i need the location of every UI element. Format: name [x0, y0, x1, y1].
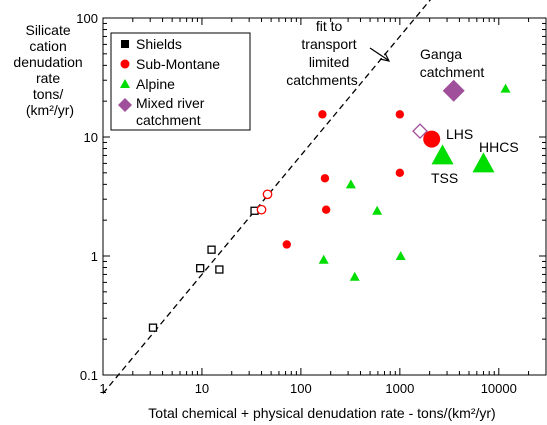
y-label-line-6: (km²/yr) — [26, 102, 74, 118]
legend-marker-mixed-river — [118, 98, 132, 112]
legend-box — [110, 32, 251, 131]
data-marks — [148, 79, 511, 332]
y-label-line-2: cation — [29, 38, 66, 54]
point-alpine — [318, 254, 329, 264]
fit-annotation-arrow — [369, 47, 391, 62]
fit-annotation: fit to transport limited catchments — [286, 18, 360, 88]
legend-label-sub-montane: Sub-Montane — [136, 56, 220, 72]
lhs-annotation: LHS — [446, 126, 473, 142]
point-alpine — [345, 179, 356, 189]
legend-marker-shields — [121, 40, 129, 48]
legend-label-mixed-river-2: catchment — [136, 112, 201, 128]
fit-annotation-line-4: catchments — [286, 72, 358, 88]
hhcs-annotation: HHCS — [479, 139, 519, 155]
ganga-annotation-line-2: catchment — [420, 64, 485, 80]
fit-line — [102, 0, 431, 394]
fit-annotation-line-3: limited — [309, 54, 349, 70]
point-sub-montane — [321, 205, 331, 214]
legend-marker-sub-montane — [120, 59, 130, 69]
y-tick-label: 10 — [84, 130, 98, 145]
point-sub-montane-open — [256, 204, 267, 215]
point-alpine — [395, 251, 406, 261]
point-ganga-catchment — [442, 79, 465, 102]
legend-label-shields: Shields — [136, 36, 182, 52]
y-tick-label: 100 — [76, 11, 98, 26]
point-shields — [207, 245, 216, 254]
point-alpine — [349, 271, 360, 281]
point-sub-montane — [395, 110, 405, 119]
x-tick-label: 1 — [99, 381, 106, 396]
x-tick-label: 10000 — [481, 381, 517, 396]
point-sub-montane — [395, 168, 405, 178]
ganga-annotation: Ganga catchment — [420, 46, 485, 80]
point-alpine — [372, 205, 383, 215]
ganga-annotation-line-1: Ganga — [420, 46, 462, 62]
legend-label-mixed-river: Mixed river — [136, 95, 205, 111]
point-lhs — [423, 130, 441, 148]
fit-line-dashed — [102, 0, 431, 394]
y-label-line-3: denudation — [13, 54, 82, 70]
legend-label-alpine: Alpine — [136, 76, 175, 92]
point-shields — [215, 265, 224, 274]
point-alpine — [500, 83, 511, 93]
y-label-line-1: Silicate — [25, 22, 70, 38]
y-tick-label: 0.1 — [80, 368, 98, 383]
y-axis-label: Silicate cation denudation rate tons/ (k… — [13, 22, 86, 118]
point-mixed-river-catchment — [412, 123, 428, 140]
y-tick-label: 1 — [91, 249, 98, 264]
point-shields — [148, 323, 158, 332]
fit-annotation-line-2: transport — [301, 36, 356, 52]
y-label-line-4: rate — [36, 70, 60, 86]
point-sub-montane — [318, 110, 327, 119]
x-tick-label: 100 — [290, 381, 312, 396]
x-tick-label: 1000 — [385, 381, 414, 396]
point-hhcs — [472, 152, 495, 173]
point-shields — [196, 264, 205, 273]
x-axis-label: Total chemical + physical denudation rat… — [148, 405, 495, 421]
point-sub-montane-open — [262, 189, 273, 200]
plot-frame — [102, 17, 547, 376]
point-sub-montane — [320, 174, 330, 183]
fit-annotation-line-1: fit to — [316, 18, 343, 34]
point-tss — [431, 144, 454, 165]
legend-marker-alpine — [120, 79, 130, 88]
x-tick-label: 10 — [195, 381, 209, 396]
point-sub-montane — [282, 240, 291, 249]
legend: Shields Sub-Montane Alpine Mixed river c… — [110, 32, 251, 131]
tss-annotation: TSS — [431, 170, 458, 186]
y-label-line-5: tons/ — [33, 86, 63, 102]
